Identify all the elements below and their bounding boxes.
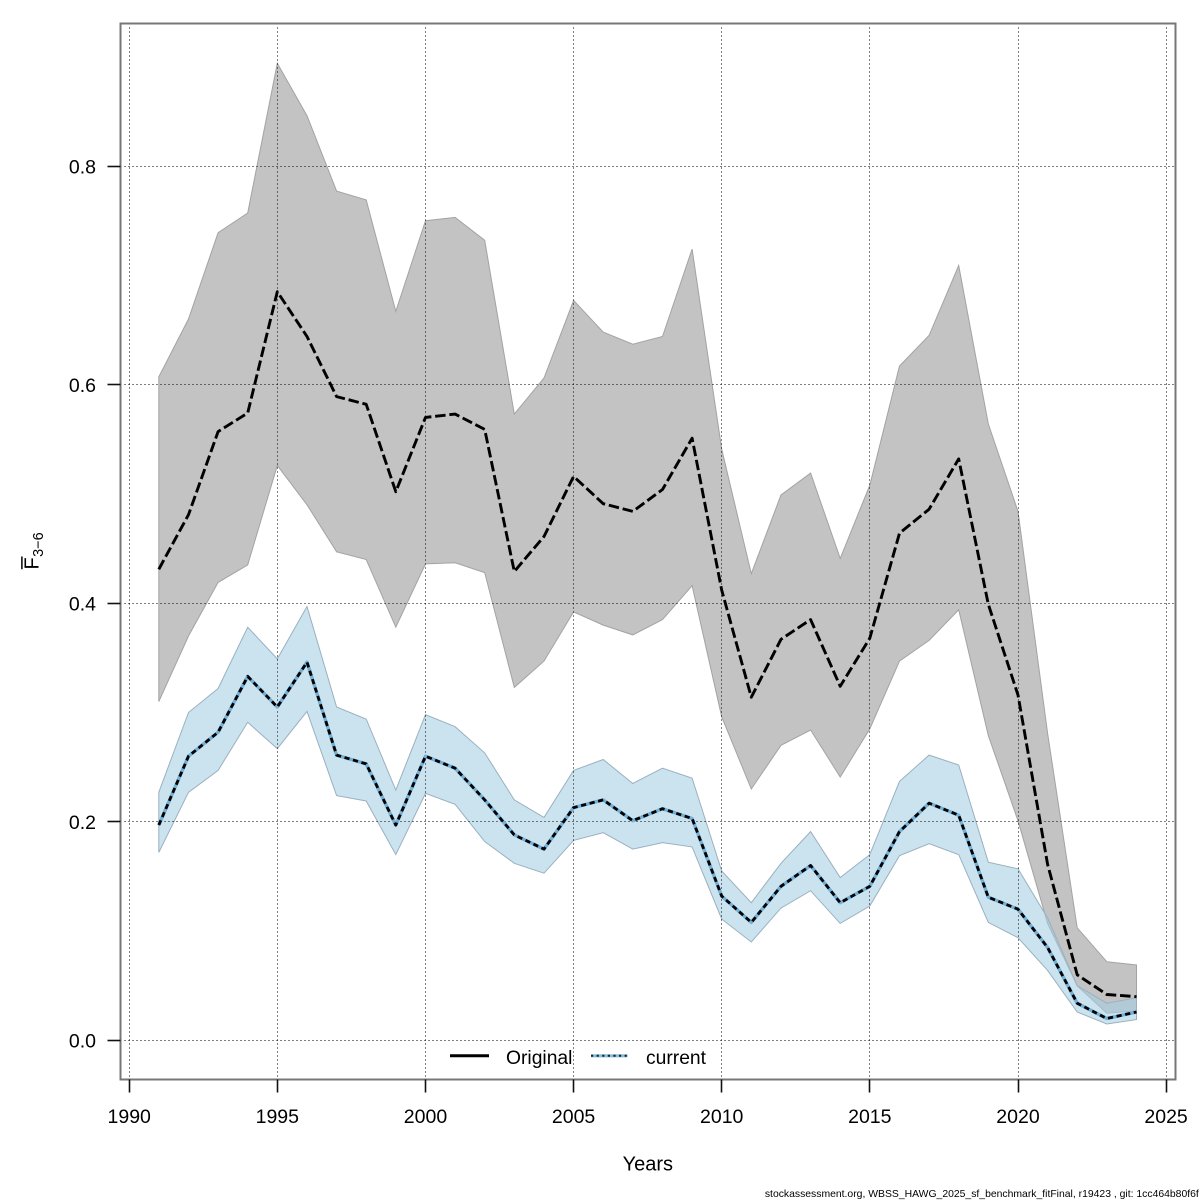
- svg-text:3−6: 3−6: [31, 532, 47, 557]
- svg-text:2020: 2020: [996, 1106, 1040, 1128]
- svg-text:2010: 2010: [700, 1106, 744, 1128]
- svg-text:current: current: [646, 1048, 707, 1069]
- svg-text:2005: 2005: [552, 1106, 596, 1128]
- svg-text:Years: Years: [623, 1154, 673, 1176]
- svg-text:0.8: 0.8: [69, 156, 96, 178]
- svg-text:0.0: 0.0: [69, 1031, 96, 1053]
- svg-text:Original: Original: [506, 1048, 572, 1069]
- svg-text:2015: 2015: [848, 1106, 892, 1128]
- svg-text:0.6: 0.6: [69, 375, 96, 397]
- svg-text:1990: 1990: [108, 1106, 152, 1128]
- svg-text:2025: 2025: [1144, 1106, 1188, 1128]
- svg-text:2000: 2000: [404, 1106, 448, 1128]
- svg-text:F: F: [22, 557, 44, 569]
- svg-text:0.2: 0.2: [69, 812, 96, 834]
- svg-text:stockassessment.org, WBSS_HAWG: stockassessment.org, WBSS_HAWG_2025_sf_b…: [765, 1189, 1199, 1200]
- svg-text:1995: 1995: [256, 1106, 300, 1128]
- svg-text:0.4: 0.4: [69, 594, 96, 616]
